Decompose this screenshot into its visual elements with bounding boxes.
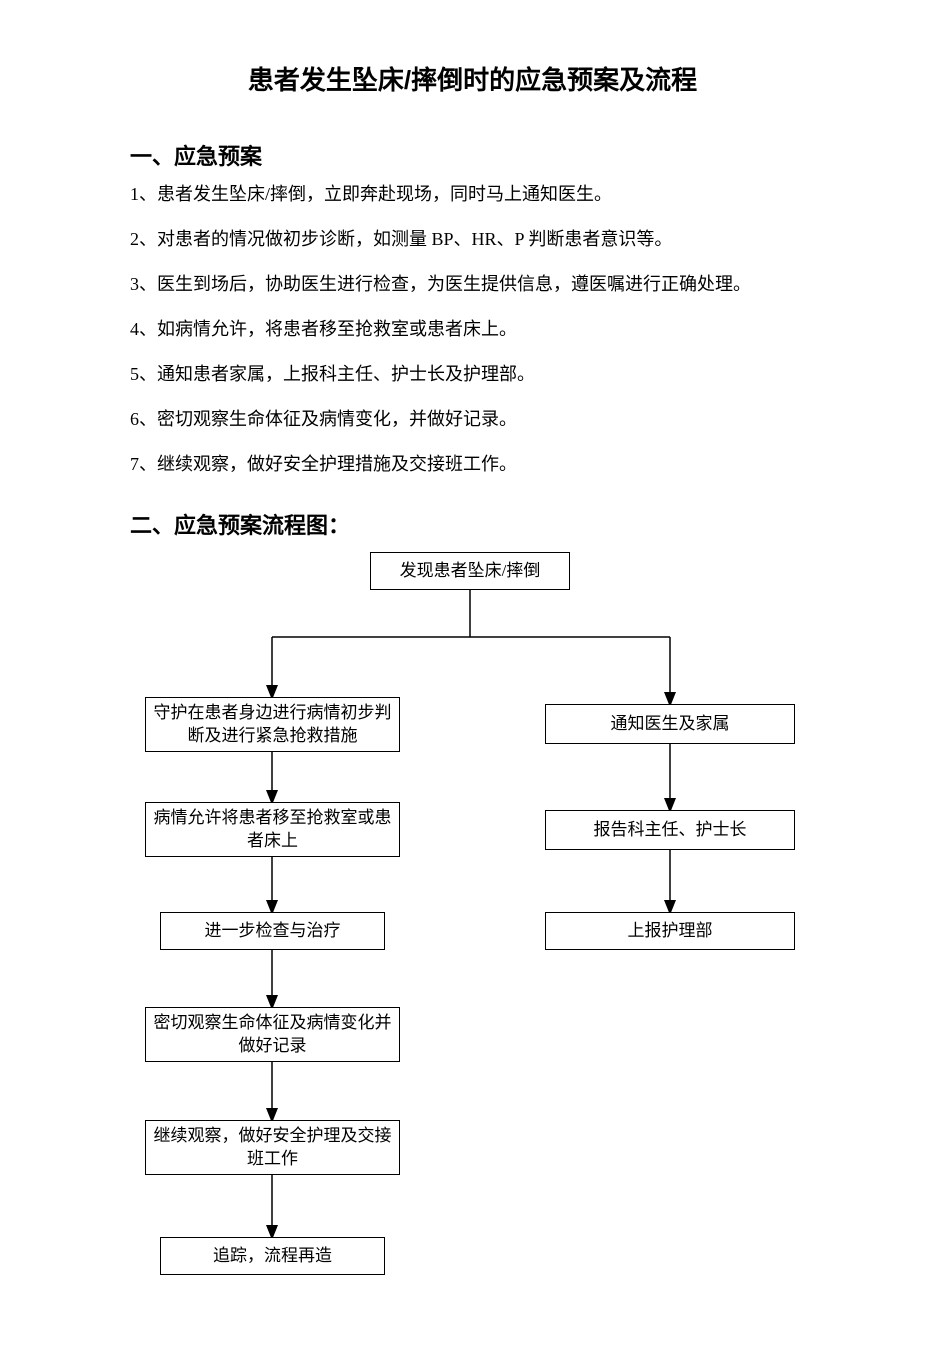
section2-heading: 二、应急预案流程图：: [130, 508, 815, 540]
plan-item: 6、密切观察生命体征及病情变化，并做好记录。: [130, 406, 815, 433]
flowchart-node: 追踪，流程再造: [160, 1237, 385, 1275]
plan-item: 3、医生到场后，协助医生进行检查，为医生提供信息，遵医嘱进行正确处理。: [130, 271, 815, 298]
flowchart-node: 密切观察生命体征及病情变化并做好记录: [145, 1007, 400, 1062]
document-title: 患者发生坠床/摔倒时的应急预案及流程: [130, 60, 815, 97]
flowchart-node: 进一步检查与治疗: [160, 912, 385, 950]
flowchart-node: 继续观察，做好安全护理及交接班工作: [145, 1120, 400, 1175]
plan-item: 2、对患者的情况做初步诊断，如测量 BP、HR、P 判断患者意识等。: [130, 226, 815, 253]
plan-item: 5、通知患者家属，上报科主任、护士长及护理部。: [130, 361, 815, 388]
section1-heading: 一、应急预案: [130, 139, 815, 171]
flowchart-node: 发现患者坠床/摔倒: [370, 552, 570, 590]
flowchart-node: 通知医生及家属: [545, 704, 795, 744]
flowchart: 发现患者坠床/摔倒守护在患者身边进行病情初步判断及进行紧急抢救措施 通知医生及家属…: [130, 552, 815, 1312]
plan-item: 4、如病情允许，将患者移至抢救室或患者床上。: [130, 316, 815, 343]
flowchart-node: 病情允许将患者移至抢救室或患者床上: [145, 802, 400, 857]
flowchart-node: 守护在患者身边进行病情初步判断及进行紧急抢救措施: [145, 697, 400, 752]
flowchart-node: 上报护理部: [545, 912, 795, 950]
plan-item: 1、患者发生坠床/摔倒，立即奔赴现场，同时马上通知医生。: [130, 181, 815, 208]
plan-item: 7、继续观察，做好安全护理措施及交接班工作。: [130, 451, 815, 478]
flowchart-node: 报告科主任、护士长: [545, 810, 795, 850]
